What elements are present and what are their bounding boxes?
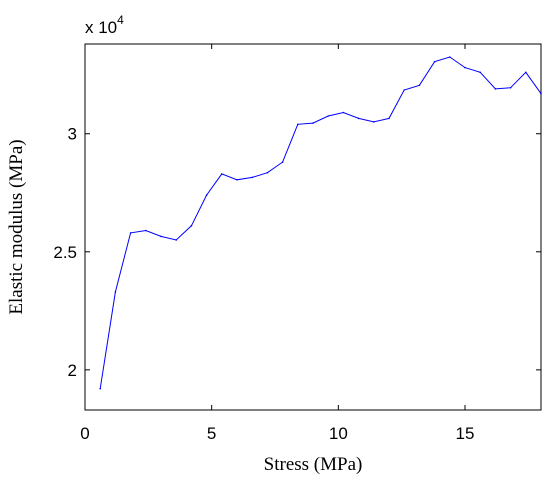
data-point [479,71,482,74]
data-point [175,239,177,241]
data-point [160,235,162,238]
data-point [464,66,466,69]
y-axis: 22.53 [53,125,541,380]
x-axis: 0 5 10 15 [80,44,474,443]
data-point [540,92,542,95]
x-axis-label: Stress (MPa) [264,454,363,475]
y-tick-label: 2 [68,361,77,380]
x-tick-label: 15 [456,424,475,443]
x-tick-label: 5 [207,424,216,443]
data-point [266,171,269,174]
data-point [205,194,208,196]
data-point [129,232,132,234]
data-point [297,123,299,126]
data-point [145,229,147,232]
data-point [281,161,284,163]
y-multiplier: x 104 [85,13,124,37]
data-point [509,86,512,89]
data-point [190,225,193,227]
y-axis-label: Elastic modulus (MPa) [6,139,27,314]
x-tick-label: 10 [329,424,348,443]
elastic-modulus-line [99,56,542,389]
data-point [418,84,421,87]
data-point [99,387,101,390]
y-tick-label: 2.5 [53,243,77,262]
data-point [388,117,390,120]
data-point [494,88,497,90]
data-point [433,60,436,63]
data-point [525,71,527,74]
data-point [236,179,238,181]
data-point [221,173,223,175]
data-point [449,56,451,58]
data-point [251,176,253,179]
y-tick-label: 3 [68,125,77,144]
plot-area [84,43,542,411]
data-point [342,111,345,114]
data-point [114,291,117,293]
data-point [373,121,375,123]
data-point [327,115,330,117]
data-point [357,117,360,120]
x-tick-label: 0 [80,424,89,443]
data-point [403,89,406,91]
data-points [99,56,542,390]
data-point [312,122,314,124]
